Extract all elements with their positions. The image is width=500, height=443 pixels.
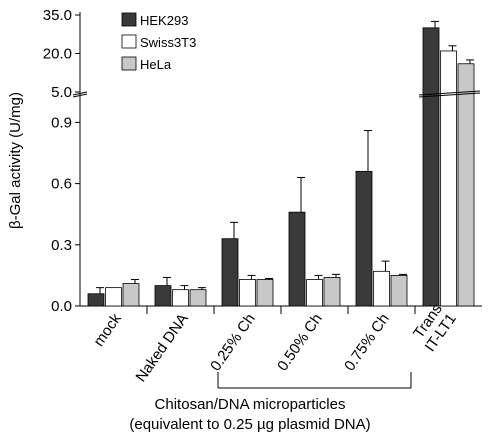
x-tick-label-line: Naked DNA <box>132 311 191 386</box>
bar <box>355 170 373 307</box>
x-tick-label: 0.50% Ch <box>274 311 326 375</box>
x-tick-label: TransIT-LT1 <box>408 301 460 355</box>
y-tick-label: 0.6 <box>51 176 72 193</box>
legend-label: HeLa <box>140 57 172 72</box>
bar <box>87 293 105 307</box>
bar <box>172 289 189 307</box>
y-tick-label: 20.0 <box>43 46 72 63</box>
legend-swatch <box>121 56 137 71</box>
bar <box>189 289 207 307</box>
bar <box>373 270 390 307</box>
bar <box>440 50 457 307</box>
bar <box>256 279 274 307</box>
y-tick-label: 0.0 <box>51 298 72 315</box>
chart-marks: 0.0 0.3 0.6 0.9 5.0 20.0 35.0 β-Gal activity (U… <box>7 7 482 389</box>
legend-label: HEK293 <box>140 13 188 28</box>
caption-line-1: Chitosan/DNA microparticles <box>154 396 346 413</box>
x-tick-label-line: 0.25% Ch <box>207 311 259 375</box>
bar <box>390 274 408 307</box>
x-tick-label-line: mock <box>90 310 125 350</box>
y-axis-label: β-Gal activity (U/mg) <box>7 92 24 229</box>
x-tick-label: mock <box>90 310 125 350</box>
bar <box>105 287 122 307</box>
y-tick-label: 0.9 <box>51 114 72 131</box>
bar-break-mark <box>418 90 481 96</box>
y-tick-label: 5.0 <box>51 84 72 101</box>
x-tick-label: 0.75% Ch <box>341 311 393 375</box>
bar-break-mark <box>418 92 481 98</box>
bar <box>221 238 239 307</box>
y-tick-label: 35.0 <box>43 7 72 24</box>
legend-swatch <box>121 34 137 49</box>
x-tick-label-line: 0.50% Ch <box>274 311 326 375</box>
x-tick-label: Naked DNA <box>132 311 191 386</box>
bar <box>154 285 172 307</box>
bar <box>306 279 323 307</box>
x-tick-label-line: 0.75% Ch <box>341 311 393 375</box>
legend-swatch <box>121 12 137 27</box>
bar <box>122 283 140 307</box>
caption-line-2: (equivalent to 0.25 µg plasmid DNA) <box>129 416 371 433</box>
bar <box>457 63 475 307</box>
bar <box>239 279 256 307</box>
y-tick-label: 0.3 <box>51 237 72 254</box>
bar <box>422 27 440 307</box>
bar <box>288 211 306 307</box>
legend-label: Swiss3T3 <box>140 35 196 50</box>
bar <box>323 277 341 307</box>
axis-break-mark <box>72 93 88 98</box>
axis-break-mark <box>72 91 88 96</box>
x-tick-label: 0.25% Ch <box>207 311 259 375</box>
